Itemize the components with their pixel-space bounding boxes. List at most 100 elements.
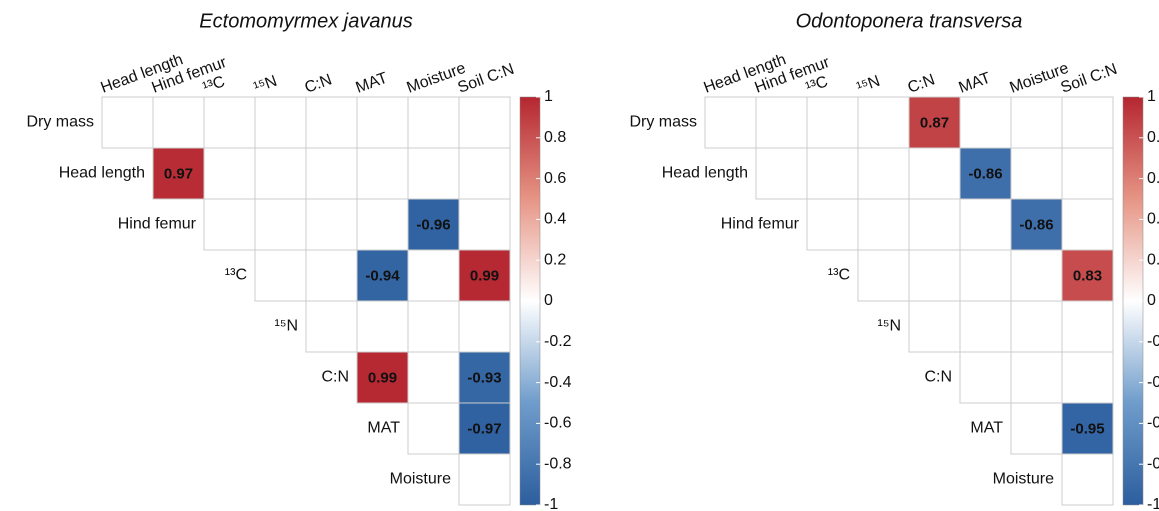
row-label: Moisture xyxy=(390,471,451,488)
cell xyxy=(857,249,910,302)
column-label: Soil C:N xyxy=(455,61,516,97)
cell xyxy=(806,96,859,149)
row-label: Dry mass xyxy=(629,114,697,131)
cell xyxy=(356,147,409,200)
colorbar-tick-label: 1 xyxy=(544,88,553,105)
cell-value: 0.99 xyxy=(368,369,397,386)
cell xyxy=(1010,96,1063,149)
cell xyxy=(254,96,307,149)
cell xyxy=(305,96,358,149)
cell xyxy=(1010,249,1063,302)
colorbar-tick-label: 0 xyxy=(1147,292,1156,309)
colorbar-tick-label: 0.6 xyxy=(544,170,566,187)
cell xyxy=(1061,300,1114,353)
cell xyxy=(1061,351,1114,404)
cell xyxy=(305,300,358,353)
cell xyxy=(959,249,1012,302)
cell xyxy=(1061,96,1114,149)
cell xyxy=(458,453,511,506)
cell xyxy=(203,147,256,200)
cell xyxy=(857,96,910,149)
cell xyxy=(1061,402,1114,455)
cell xyxy=(959,198,1012,251)
cell xyxy=(407,147,460,200)
colorbar-tick-label: -0.8 xyxy=(544,455,572,472)
row-label: C:N xyxy=(924,369,952,386)
row-label: ¹⁵N xyxy=(877,318,901,335)
colorbar-tick-label: -0.8 xyxy=(1147,455,1159,472)
cell xyxy=(1010,402,1063,455)
cell xyxy=(407,402,460,455)
cell-value: -0.86 xyxy=(968,165,1002,182)
cell xyxy=(254,249,307,302)
cell xyxy=(458,198,511,251)
cell xyxy=(806,147,859,200)
row-label: Head length xyxy=(662,165,748,182)
cell xyxy=(458,300,511,353)
colorbar-tick-label: 0.2 xyxy=(544,251,566,268)
cell xyxy=(1061,249,1114,302)
row-label: Dry mass xyxy=(26,114,94,131)
cell-value: -0.93 xyxy=(467,369,501,386)
cell xyxy=(959,147,1012,200)
colorbar-tick-label: -0.4 xyxy=(544,374,572,391)
chart-title: Odontoponera transversa xyxy=(796,10,1023,32)
cell xyxy=(1061,453,1114,506)
cell xyxy=(806,198,859,251)
cell xyxy=(152,147,205,200)
cell xyxy=(959,351,1012,404)
cell xyxy=(407,300,460,353)
cell xyxy=(356,198,409,251)
cell xyxy=(458,96,511,149)
colorbar-tick-label: -1 xyxy=(1147,496,1159,511)
cell xyxy=(305,147,358,200)
row-label: Head length xyxy=(59,165,145,182)
cell xyxy=(1010,198,1063,251)
cell xyxy=(959,96,1012,149)
row-label: Hind femur xyxy=(721,216,800,233)
cell xyxy=(908,198,961,251)
cell-value: -0.96 xyxy=(416,216,450,233)
cell xyxy=(959,300,1012,353)
cell xyxy=(101,96,154,149)
row-label: MAT xyxy=(367,420,400,437)
cell xyxy=(1061,147,1114,200)
cell xyxy=(203,198,256,251)
cell xyxy=(254,198,307,251)
row-label: ¹³C xyxy=(225,267,247,284)
colorbar-tick-label: -0.2 xyxy=(544,333,572,350)
cell xyxy=(407,96,460,149)
row-label: ¹⁵N xyxy=(274,318,298,335)
column-label: C:N xyxy=(905,71,937,96)
cell-value: -0.86 xyxy=(1019,216,1053,233)
cell xyxy=(908,249,961,302)
cell xyxy=(908,147,961,200)
cell xyxy=(407,351,460,404)
cell xyxy=(305,198,358,251)
column-label: MAT xyxy=(956,70,993,97)
cell xyxy=(305,249,358,302)
row-label: Moisture xyxy=(993,471,1054,488)
cell xyxy=(407,198,460,251)
column-label: ¹³C xyxy=(200,73,227,97)
chart-title: Ectomomyrmex javanus xyxy=(199,10,412,32)
cell-value: -0.94 xyxy=(365,267,400,284)
row-label: MAT xyxy=(970,420,1003,437)
cell xyxy=(755,147,808,200)
cell-value: 0.97 xyxy=(164,165,193,182)
colorbar-tick-label: 0.4 xyxy=(544,211,566,228)
cell xyxy=(1010,300,1063,353)
colorbar-tick-label: -0.6 xyxy=(1147,415,1159,432)
cell-value: -0.95 xyxy=(1070,420,1104,437)
cell xyxy=(704,96,757,149)
cell xyxy=(458,249,511,302)
cell xyxy=(1061,198,1114,251)
column-label: ¹⁵N xyxy=(251,73,279,97)
cell xyxy=(356,300,409,353)
cell xyxy=(1010,351,1063,404)
cell xyxy=(356,96,409,149)
cell xyxy=(908,96,961,149)
row-label: Hind femur xyxy=(118,216,197,233)
colorbar-tick-label: 0 xyxy=(544,292,553,309)
